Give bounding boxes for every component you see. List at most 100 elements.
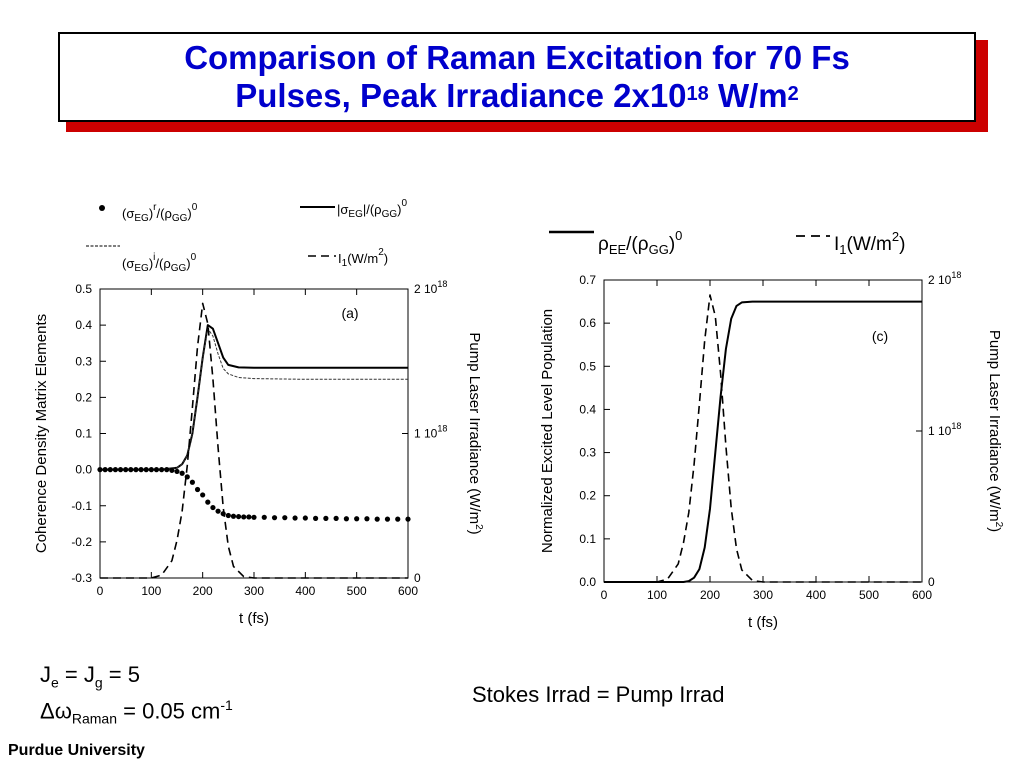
lg-d: 2 [378, 247, 384, 258]
y2-tick-label: 1 1018 [414, 424, 447, 441]
lg-f: GG [172, 213, 188, 224]
legend-item-real-part: (σEG)r/(ρGG)0 [122, 202, 198, 224]
lg-b: EG [134, 263, 149, 274]
y2-axis-label: Pump Laser Irradiance (W/m2) [986, 330, 1004, 532]
fj-sub-e: e [51, 674, 59, 691]
x-tick-label: 400 [295, 584, 315, 598]
chart-panel-c: 0 100 200 300 400 500 600 0.0 0.1 0.2 0.3 0.4 0.5 0.6… [539, 270, 1004, 631]
lg-g: ) [187, 206, 191, 221]
y-tick-label: 0.7 [579, 273, 596, 287]
series-point [343, 516, 349, 522]
slide-title-line-1: Comparison of Raman Excitation for 70 Fs [184, 39, 850, 76]
x-axis-label: t (fs) [239, 610, 269, 627]
y-tick-label: 0.5 [579, 359, 596, 373]
x-tick-label: 500 [347, 584, 367, 598]
lg-c: /(ρ [626, 234, 649, 255]
lg-d: i [153, 252, 155, 263]
series-line [100, 324, 408, 471]
lg-c: |/(ρ [363, 202, 382, 217]
series-point [236, 513, 242, 520]
y-tick-label: 0.0 [75, 463, 92, 477]
series-point [230, 513, 237, 519]
lg-d: GG [649, 242, 669, 257]
series-point [364, 516, 370, 522]
y2-tick-label: 2 1018 [414, 279, 447, 296]
series-point [133, 467, 139, 473]
y2-tick-label: 0 [414, 571, 421, 585]
y2-tick-label: 1 1018 [928, 421, 961, 438]
x-tick-label: 500 [859, 588, 879, 602]
x-tick-label: 100 [141, 584, 161, 598]
series-point [143, 467, 149, 473]
y2-tick-base: 0 [928, 575, 935, 589]
y2-tick-label: 2 1018 [928, 270, 961, 287]
y-tick-label: 0.6 [579, 316, 596, 330]
lg-a: I [834, 234, 839, 255]
series-point [102, 467, 108, 473]
y-tick-label: -0.3 [71, 571, 92, 585]
x-tick-label: 300 [244, 584, 264, 598]
lg-b: EG [134, 213, 149, 224]
lg-h: 0 [191, 252, 197, 263]
series-point [405, 516, 411, 522]
lg-c: (W/m [847, 234, 892, 255]
fr-sub: Raman [71, 710, 118, 727]
series-point [205, 499, 211, 505]
lg-a: ρ [598, 234, 609, 255]
plot-frame [603, 279, 923, 583]
y-tick-label: 0.3 [579, 446, 596, 460]
title-unit: W/m [708, 77, 788, 114]
series-line [604, 300, 922, 583]
footer-j-values: Je = Jg = 5 [40, 662, 140, 690]
fr-exp: -1 [220, 697, 233, 713]
y2-label-main: Pump Laser Irradiance (W/m [986, 330, 1003, 522]
lg-f: 0 [675, 228, 682, 243]
x-tick-label: 0 [601, 588, 608, 602]
series-point [128, 467, 134, 473]
lg-b: 1 [839, 242, 846, 257]
series-point [282, 515, 288, 521]
y-tick-label: -0.1 [71, 499, 92, 513]
series-point [112, 467, 118, 473]
lg-h: 0 [192, 202, 198, 213]
lg-a: (σ [122, 256, 134, 271]
y2-label-exp: 2 [993, 522, 1004, 528]
series-point [215, 508, 221, 514]
legend-item-population: ρEE/(ρGG)0 [598, 228, 682, 257]
panel-label: (c) [872, 328, 888, 344]
series-point [153, 467, 160, 473]
series-line [604, 294, 922, 583]
y-tick-label: 0.2 [75, 390, 92, 404]
y2-tick-label: 0 [928, 575, 935, 589]
x-tick-label: 200 [700, 588, 720, 602]
legend-dot-marker [99, 205, 105, 211]
lg-c: (W/m [347, 251, 378, 266]
x-tick-label: 600 [912, 588, 932, 602]
fj-sub-g: g [94, 674, 103, 691]
lg-e: /(ρ [157, 206, 172, 221]
university-name: Purdue University [8, 742, 145, 759]
lg-e: ) [899, 234, 905, 255]
fj1: J [40, 662, 51, 687]
series-point [241, 514, 247, 520]
fr-val: = 0.05 cm [117, 698, 221, 724]
y-axis-label: Coherence Density Matrix Elements [33, 314, 50, 553]
series-point [189, 479, 195, 485]
lg-e: /(ρ [155, 256, 170, 271]
series-point [354, 516, 360, 522]
title-unit-exp: 2 [787, 83, 799, 105]
x-tick-label: 200 [193, 584, 213, 598]
series-point [159, 467, 165, 473]
y2-label-end: ) [466, 530, 483, 535]
title-prefix: Pulses, Peak Irradiance 2x10 [235, 77, 687, 114]
fr-sym: Δω [40, 698, 72, 724]
series-point [323, 515, 329, 521]
lg-d: 2 [892, 229, 899, 244]
y-tick-label: 0.1 [579, 532, 596, 546]
y2-tick-exp: 18 [951, 270, 961, 280]
y2-tick-base: 2 10 [928, 273, 952, 287]
x-tick-label: 100 [647, 588, 667, 602]
lg-b: 1 [342, 258, 348, 269]
lg-a: |σ [337, 202, 348, 217]
